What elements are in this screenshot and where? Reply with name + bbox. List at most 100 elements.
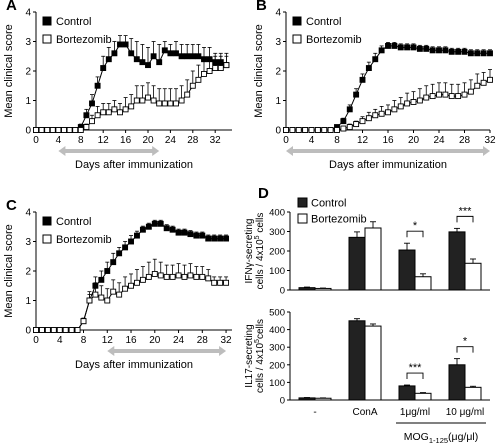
control-point [173, 50, 179, 57]
ifng-significance-label: *** [459, 205, 473, 217]
y-tick-label: 0 [25, 326, 31, 337]
ifng-bortezomib-bar [464, 262, 482, 291]
control-point [98, 276, 105, 283]
bortezomib-point [89, 118, 95, 125]
bortezomib-point [86, 297, 93, 304]
x-tick-label: 20 [408, 135, 420, 146]
y-tick-label: 1 [25, 96, 31, 107]
control-point [139, 59, 146, 66]
legend-label: Control [311, 198, 346, 210]
bortezomib-point [206, 68, 213, 74]
x-axis-label: Days after immunization [329, 159, 447, 171]
control-point [169, 226, 176, 233]
bortezomib-point [139, 97, 146, 104]
bortezomib-point [461, 91, 468, 98]
x-tick-label: 16 [382, 135, 394, 146]
bortezomib-point [436, 91, 442, 98]
bortezomib-point [346, 124, 353, 131]
bortezomib-point [302, 127, 309, 133]
bortezomib-point [212, 65, 219, 72]
il17-y-tick-label: 200 [269, 360, 285, 371]
control-point [184, 53, 191, 60]
bortezomib-point [62, 327, 69, 333]
y-tick-label: 0 [275, 126, 281, 137]
x-tick-label: 28 [187, 135, 199, 146]
bortezomib-point [334, 127, 340, 133]
bortezomib-point [410, 99, 417, 105]
legend-marker [42, 216, 52, 226]
bortezomib-point [474, 82, 481, 89]
control-point [410, 44, 417, 51]
treatment-arrow-head-left [58, 146, 66, 156]
bortezomib-point [128, 282, 134, 289]
control-point [111, 50, 118, 57]
panel-label: B [256, 0, 267, 14]
bortezomib-point [68, 327, 75, 333]
control-point [429, 47, 436, 54]
bortezomib-point [321, 127, 328, 133]
y-tick-label: 4 [275, 8, 281, 19]
control-point [480, 50, 487, 57]
bortezomib-point [416, 97, 423, 104]
il17-y-tick-label: 500 [269, 308, 285, 319]
treatment-arrow-shaft [63, 149, 155, 153]
bortezomib-point [38, 127, 45, 133]
legend-marker [297, 213, 308, 224]
bortezomib-point [423, 94, 430, 101]
y-tick-label: 1 [25, 296, 31, 307]
control-point [157, 220, 164, 227]
il17-y-tick-label: 400 [269, 325, 285, 336]
category-label: 10 μg/ml [446, 407, 485, 418]
ifng-control-bar [448, 231, 466, 291]
bortezomib-point [38, 327, 45, 333]
bortezomib-point [150, 97, 157, 104]
ifng-y-label-line1: IFNγ-secreting [244, 218, 255, 283]
y-tick-label: 4 [25, 8, 31, 19]
control-point [487, 50, 493, 57]
category-label: - [313, 407, 316, 418]
bortezomib-point [314, 127, 321, 133]
ifng-control-bar [398, 249, 416, 291]
control-point [359, 76, 366, 83]
x-tick-label: 20 [142, 135, 154, 146]
control-point [340, 118, 347, 125]
x-tick-label: 32 [484, 135, 496, 146]
y-axis-label: Mean clinical score [253, 24, 265, 118]
x-tick-label: 4 [57, 335, 63, 346]
bortezomib-point [442, 91, 449, 98]
bortezomib-point [74, 327, 81, 333]
control-point [223, 235, 230, 242]
bortezomib-point [448, 93, 455, 100]
bortezomib-point [365, 115, 372, 122]
ifng-y-tick-label: 200 [269, 247, 285, 258]
il17-bortezomib-bar [414, 392, 432, 401]
legend-marker [292, 34, 302, 44]
x-tick-label: 0 [33, 335, 39, 346]
il17-control-bar [348, 320, 366, 401]
bortezomib-point [340, 125, 347, 132]
control-point [156, 59, 163, 66]
bortezomib-point [327, 127, 334, 133]
bortezomib-point [111, 106, 118, 113]
x-tick-label: 16 [125, 335, 137, 346]
bortezomib-point [116, 291, 123, 298]
panel-label: D [258, 185, 269, 202]
bortezomib-point [128, 103, 135, 110]
bortezomib-point [66, 127, 73, 133]
control-point [83, 112, 90, 119]
control-point [163, 225, 170, 232]
ifng-control-bar [348, 236, 366, 291]
legend-marker [292, 16, 302, 26]
control-point [448, 48, 455, 55]
il17-y-label-line1: IL17-secreting [244, 324, 255, 387]
bortezomib-point [56, 327, 63, 333]
bortezomib-point [193, 273, 200, 280]
control-point [211, 235, 218, 242]
bortezomib-point [117, 109, 123, 116]
bortezomib-point [353, 121, 360, 128]
bortezomib-point [161, 100, 168, 107]
control-point [167, 50, 174, 57]
x-tick-label: 12 [102, 335, 114, 346]
ifng-significance-label: * [413, 220, 418, 232]
il17-significance-label: *** [409, 362, 423, 374]
